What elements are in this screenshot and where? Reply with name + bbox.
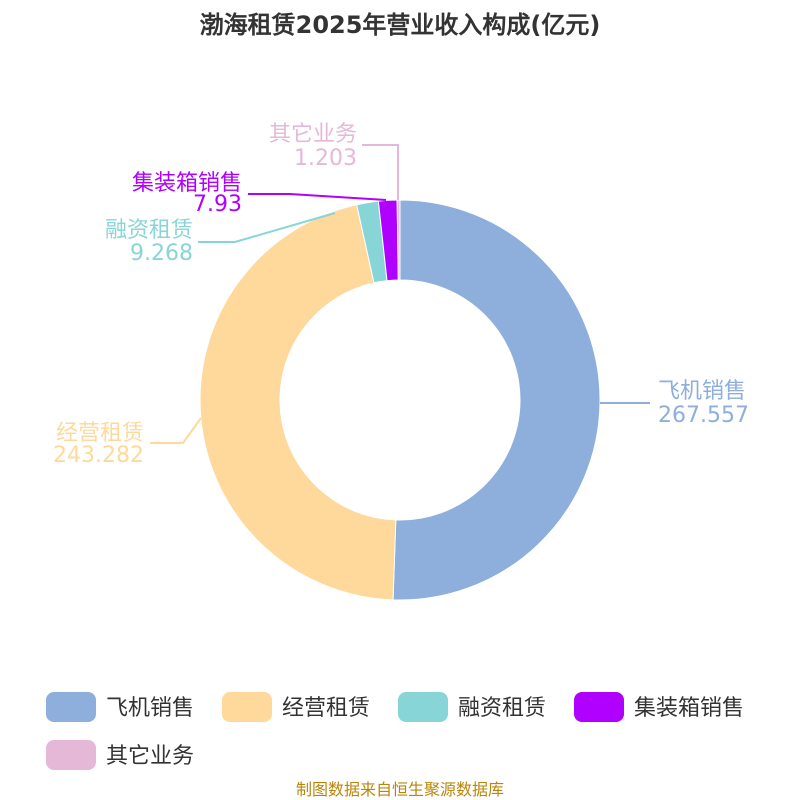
legend-swatch-4 <box>574 692 624 722</box>
legend-label-5: 其它业务 <box>106 744 194 769</box>
slice-4-value-label: 7.93 <box>193 192 242 217</box>
slice-2-arc <box>199 204 397 601</box>
donut-slices <box>199 199 601 601</box>
slice-2-leader-line <box>150 417 202 444</box>
slice-4-name-label: 集装箱销售 <box>132 171 242 196</box>
legend-label-2: 经营租赁 <box>282 696 370 721</box>
slice-2-name-label: 经营租赁 <box>56 421 144 446</box>
slice-5-arc <box>396 199 401 281</box>
slice-3-leader-line <box>198 212 336 243</box>
slice-3-name-label: 融资租赁 <box>105 218 193 243</box>
legend-swatch-1 <box>46 692 96 722</box>
legend-label-3: 融资租赁 <box>458 696 546 721</box>
slice-1-value-label: 267.557 <box>658 403 749 428</box>
slice-2-value-label: 243.282 <box>53 443 144 468</box>
legend-swatch-3 <box>398 692 448 722</box>
slice-1-arc <box>392 199 601 601</box>
legend-label-4: 集装箱销售 <box>634 696 744 721</box>
legend-label-1: 飞机销售 <box>106 696 194 721</box>
chart-title: 渤海租赁2025年营业收入构成(亿元) <box>200 11 601 39</box>
source-note: 制图数据来自恒生聚源数据库 <box>296 780 504 799</box>
slice-5-name-label: 其它业务 <box>269 122 357 147</box>
slice-3-value-label: 9.268 <box>130 241 193 266</box>
slice-5-value-label: 1.203 <box>294 146 357 171</box>
slice-5-leader-line <box>362 144 399 200</box>
legend-swatch-5 <box>46 740 96 770</box>
slice-4-leader-line <box>248 193 387 201</box>
legend-swatch-2 <box>222 692 272 722</box>
slice-1-name-label: 飞机销售 <box>658 379 746 404</box>
